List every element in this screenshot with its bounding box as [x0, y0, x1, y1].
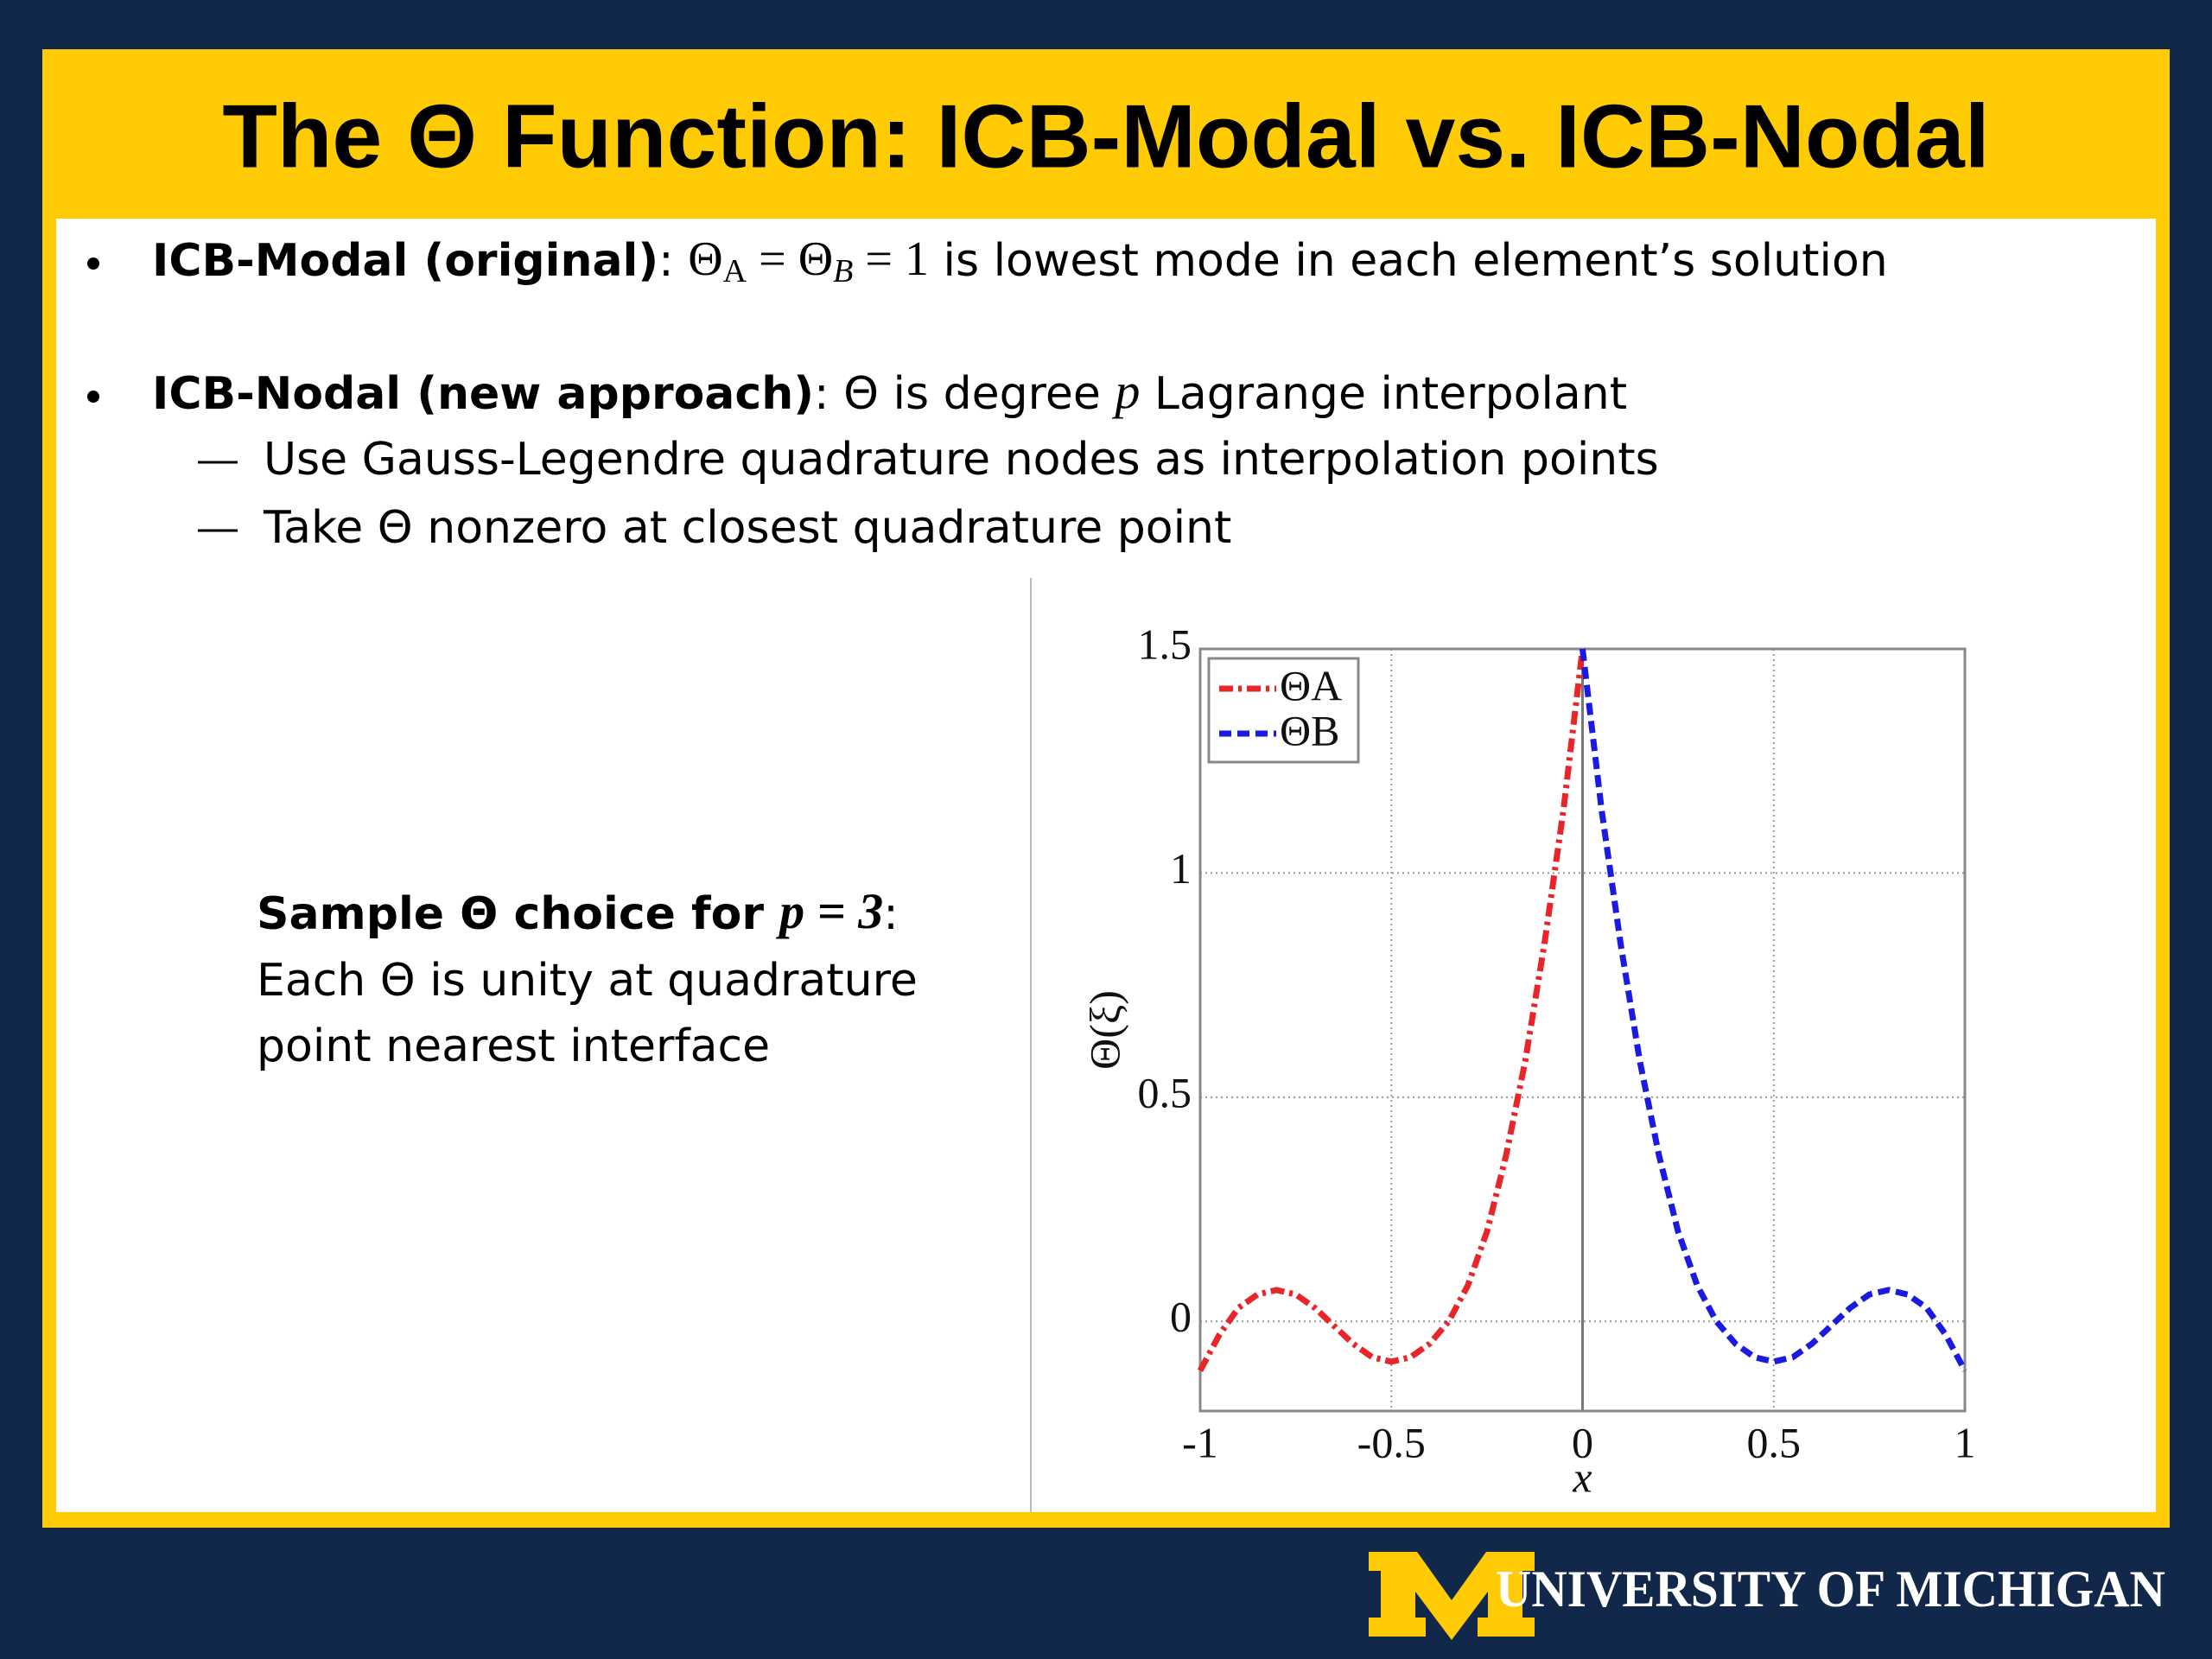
y-tick-label: 0 [1170, 1293, 1192, 1341]
bullet-marker [87, 391, 99, 403]
text-run: ICB-Nodal (new approach) [152, 368, 814, 420]
text-run: is lowest mode in each element’s solutio… [929, 235, 1888, 287]
y-tick-label: 1 [1170, 844, 1192, 893]
text-run: Θ [688, 232, 722, 286]
legend-label: ΘB [1280, 706, 1339, 754]
x-tick-label: 0.5 [1747, 1418, 1802, 1466]
text-run: Sample Θ choice for [257, 888, 779, 940]
sample-line: Each Θ is unity at quadrature [257, 955, 918, 1007]
y-tick-label: 1.5 [1138, 620, 1192, 668]
x-axis-label: x [1572, 1452, 1592, 1501]
y-tick-label: 0.5 [1138, 1068, 1192, 1116]
y-axis-label: Θ(ξ) [1080, 990, 1128, 1070]
legend-box [1207, 657, 1360, 764]
bullet-text: ICB-Nodal (new approach): Θ is degree p … [152, 363, 1627, 420]
series-line [1580, 648, 1968, 1372]
university-name: UNIVERSITY OF MICHIGAN [1496, 1560, 2165, 1618]
block-m [1369, 1552, 1535, 1640]
x-tick-label: -1 [1182, 1418, 1218, 1466]
content-area [56, 219, 2156, 1512]
x-tick-label: 0 [1572, 1418, 1593, 1466]
text-run: ICB-Modal (original) [152, 235, 658, 287]
university-logo: UNIVERSITY OF MICHIGAN [1369, 1552, 2165, 1640]
bullet-text: ICB-Modal (original): ΘA = ΘB = 1 is low… [152, 232, 1888, 289]
text-run: : [658, 235, 688, 287]
text-run: p = 3 [775, 883, 883, 939]
x-tick-label: -0.5 [1357, 1418, 1426, 1466]
bullet-marker [87, 257, 99, 270]
text-run: = Θ [747, 232, 833, 286]
series-line [1197, 648, 1586, 1372]
text-run: p [1111, 363, 1140, 419]
slide-title: The Θ Function: ICB-Modal vs. ICB-Nodal [222, 86, 1989, 187]
sample-heading: Sample Θ choice for p = 3: [257, 883, 899, 940]
text-run: A [723, 253, 747, 289]
text-run: : [883, 888, 899, 940]
sub-bullet-text: Use Gauss-Legendre quadrature nodes as i… [264, 434, 1659, 486]
text-run: : Θ is degree [814, 368, 1115, 420]
text-run: Lagrange interpolant [1140, 368, 1627, 420]
legend-label: ΘA [1280, 661, 1342, 709]
sample-line: point nearest interface [257, 1020, 770, 1072]
x-tick-label: 1 [1955, 1418, 1976, 1466]
text-run: = 1 [853, 232, 929, 286]
sub-bullet-text: Take Θ nonzero at closest quadrature poi… [263, 502, 1231, 554]
text-run: B [833, 253, 853, 289]
